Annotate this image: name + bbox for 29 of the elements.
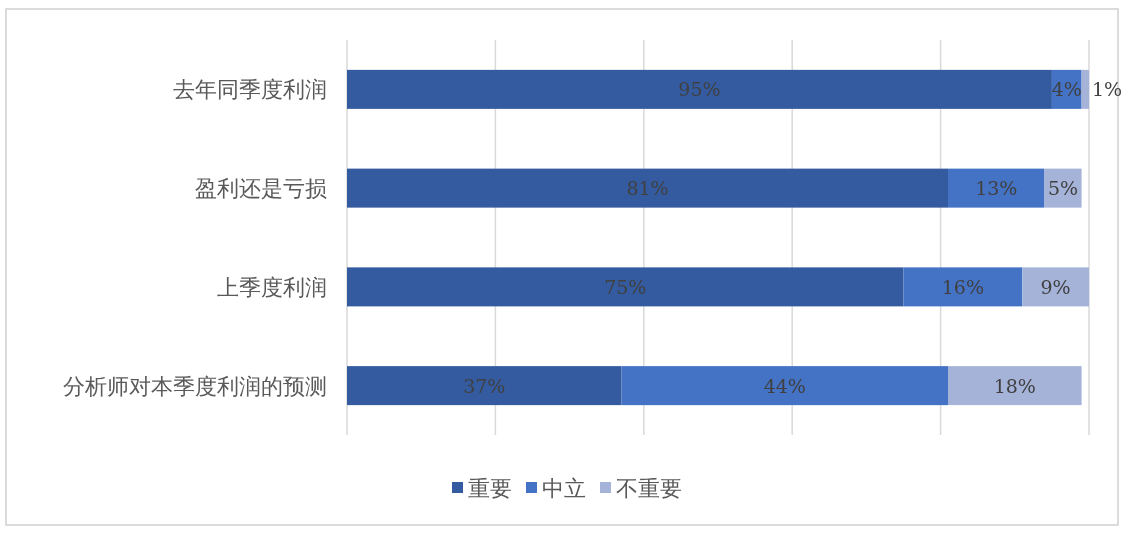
data-label: 16% — [941, 275, 984, 298]
legend-label: 中立 — [542, 476, 586, 501]
bar — [948, 168, 1045, 208]
bar — [948, 366, 1082, 406]
legend-label: 不重要 — [616, 476, 682, 501]
data-label: 1% — [1092, 78, 1123, 101]
data-label: 18% — [993, 374, 1036, 397]
bar — [1081, 69, 1089, 109]
data-label: 37% — [463, 374, 506, 397]
y-tick-label: 上季度利润 — [217, 274, 327, 300]
data-label: 4% — [1051, 78, 1082, 101]
data-label: 75% — [604, 275, 647, 298]
data-label: 95% — [678, 78, 721, 101]
data-label: 5% — [1047, 177, 1079, 200]
data-label: 44% — [763, 374, 806, 397]
legend-label: 重要 — [468, 476, 512, 501]
data-label: 81% — [626, 177, 669, 200]
y-tick-label: 分析师对本季度利润的预测 — [63, 373, 327, 399]
data-label: 9% — [1040, 275, 1071, 298]
y-tick-label: 盈利还是亏损 — [195, 176, 327, 202]
bar — [621, 366, 949, 406]
bar — [347, 69, 1052, 109]
bar — [903, 267, 1023, 307]
bar — [347, 267, 904, 307]
bar — [1022, 267, 1089, 307]
bar — [347, 366, 622, 406]
data-label: 13% — [975, 177, 1018, 200]
y-tick-label: 去年同季度利润 — [173, 77, 327, 103]
bar — [347, 168, 949, 208]
